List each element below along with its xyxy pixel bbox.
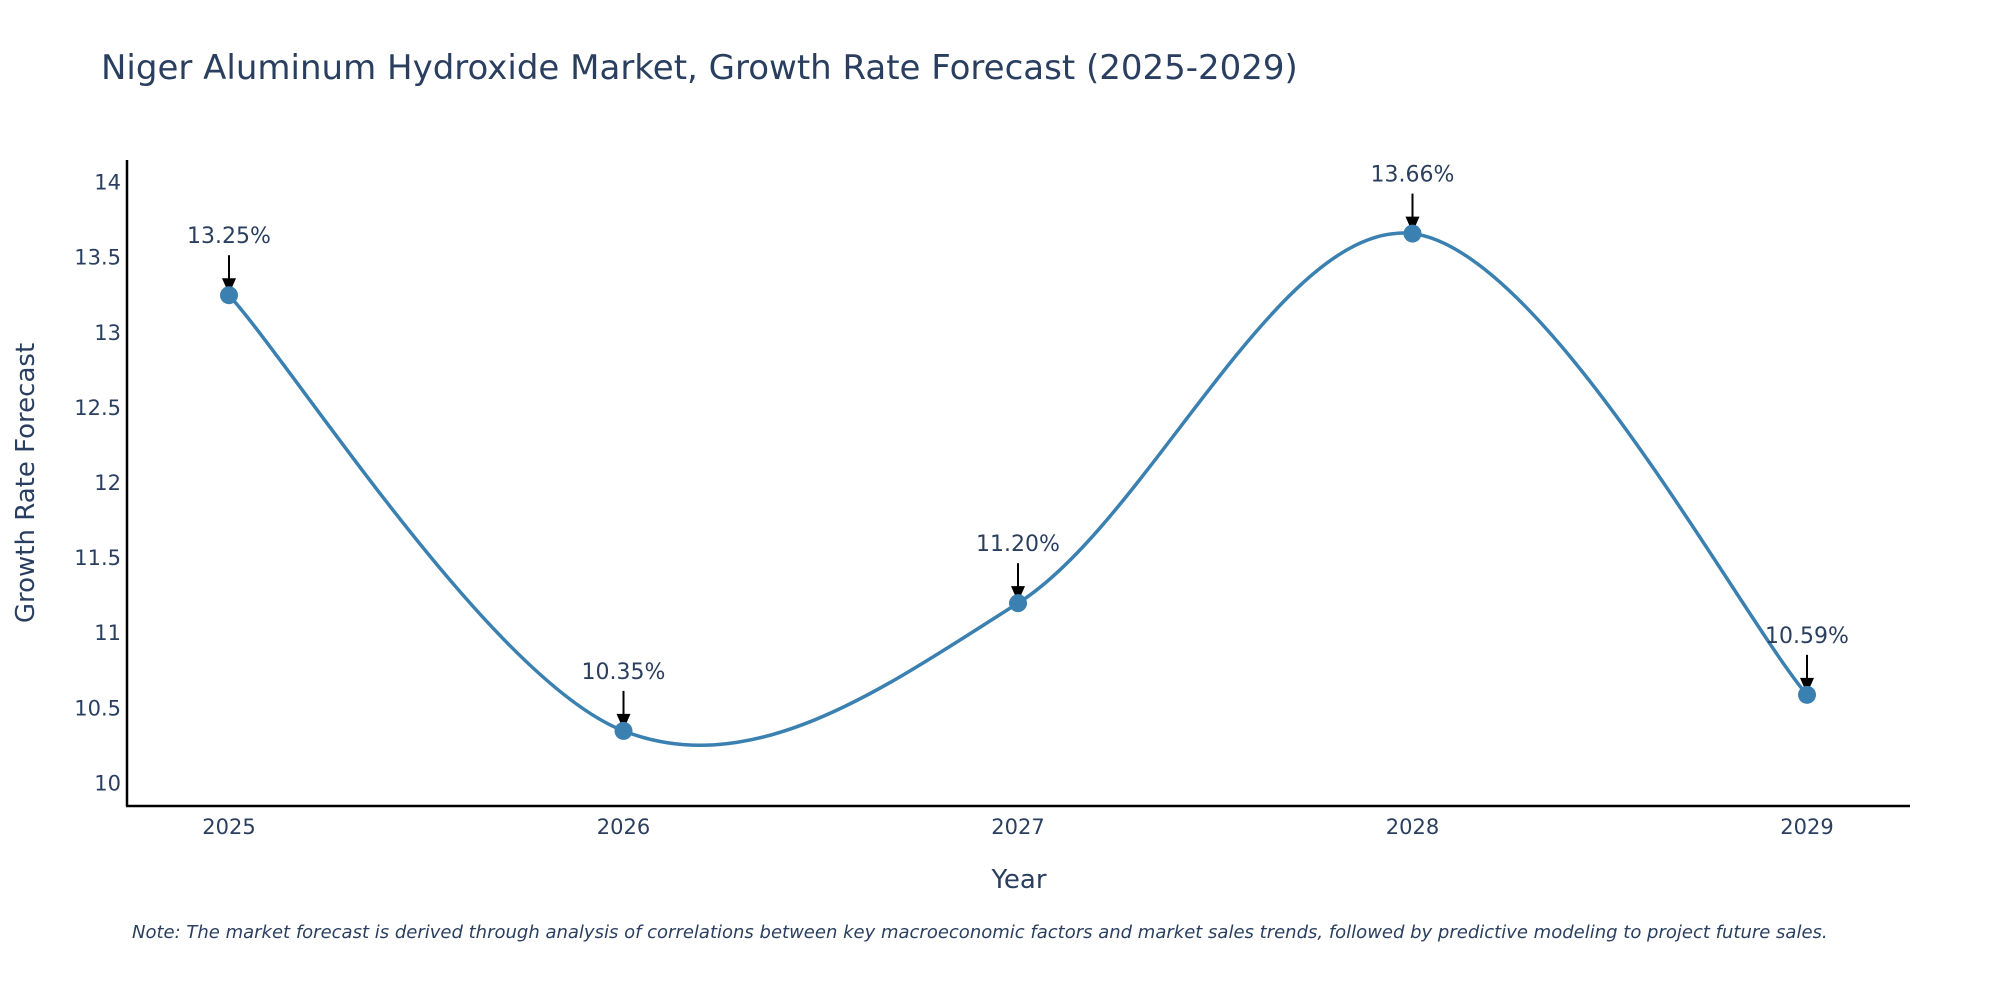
data-label: 10.59% xyxy=(1765,624,1849,649)
y-tick-label: 11.5 xyxy=(74,546,121,570)
data-point xyxy=(1009,594,1027,613)
y-tick-label: 13 xyxy=(94,321,121,345)
y-tick-label: 14 xyxy=(94,171,121,195)
chart-title: Niger Aluminum Hydroxide Market, Growth … xyxy=(101,48,1298,88)
data-label: 13.66% xyxy=(1371,163,1455,188)
x-axis-title: Year xyxy=(990,865,1046,895)
x-tick-label: 2025 xyxy=(202,815,255,839)
y-tick-label: 10 xyxy=(94,771,121,795)
series-line xyxy=(227,231,1809,747)
data-point xyxy=(614,721,633,740)
x-tick-label: 2029 xyxy=(1780,815,1833,839)
data-point xyxy=(1403,224,1422,243)
x-axis-ticks: 2025 2026 2027 2028 2029 xyxy=(202,815,1833,839)
y-tick-label: 12.5 xyxy=(74,396,121,420)
data-point xyxy=(1798,685,1816,704)
x-tick-label: 2026 xyxy=(597,815,650,839)
y-axis-title: Growth Rate Forecast xyxy=(11,343,41,623)
y-tick-label: 12 xyxy=(94,471,121,495)
data-annotations: 13.25% 10.35% 11.20% 13.66% 10.59% xyxy=(187,163,1849,730)
data-label: 11.20% xyxy=(976,532,1060,557)
y-tick-label: 10.5 xyxy=(74,696,121,720)
y-tick-label: 11 xyxy=(94,621,121,645)
y-tick-label: 13.5 xyxy=(74,246,121,270)
footnote: Note: The market forecast is derived thr… xyxy=(132,922,1828,943)
data-label: 13.25% xyxy=(187,224,271,249)
data-label: 10.35% xyxy=(582,660,666,685)
x-tick-label: 2027 xyxy=(991,815,1044,839)
data-point xyxy=(220,286,238,305)
y-axis-ticks: 10 10.5 11 11.5 12 12.5 13 13.5 14 xyxy=(74,171,121,796)
x-tick-label: 2028 xyxy=(1386,815,1439,839)
data-markers xyxy=(220,224,1816,740)
